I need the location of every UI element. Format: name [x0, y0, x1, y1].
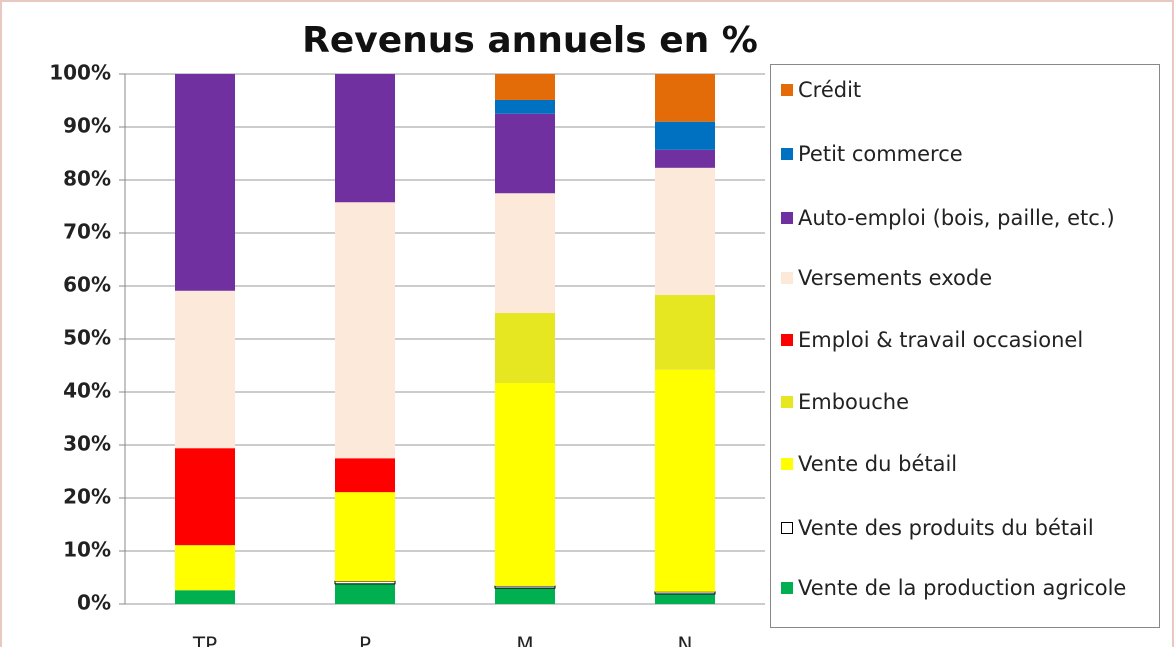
legend-entry: Embouche [779, 387, 1149, 417]
bar-segment [335, 458, 395, 493]
legend-label: Crédit [798, 78, 862, 102]
y-tick-label: 90% [63, 114, 111, 138]
legend-label: Auto-emploi (bois, paille, etc.) [798, 206, 1115, 230]
bar-segment [495, 113, 555, 194]
legend-label: Petit commerce [798, 142, 963, 166]
bar-segment [335, 202, 395, 459]
bar-segment [655, 74, 715, 122]
legend-swatch [781, 212, 793, 224]
y-tick-label: 80% [63, 167, 111, 191]
legend-entry: Vente du bétail [779, 449, 1149, 479]
bar-segment [655, 149, 715, 168]
bar-segment [175, 545, 235, 591]
bar-segment [654, 591, 716, 595]
legend-label: Vente du bétail [798, 452, 958, 476]
legend-swatch [781, 458, 793, 470]
legend-swatch [781, 582, 793, 594]
legend-label: Emploi & travail occasionel [798, 328, 1084, 352]
legend-label: Vente de la production agricole [798, 576, 1127, 600]
bar-segment [175, 590, 235, 604]
y-tick-label: 100% [49, 61, 111, 85]
bar-segment [175, 74, 235, 291]
legend-entry: Crédit [779, 75, 1149, 105]
bar-segment [655, 121, 715, 150]
legend-swatch [781, 334, 793, 346]
legend: Vente de la production agricole Vente des… [770, 64, 1160, 628]
y-tick-label: 10% [63, 538, 111, 562]
y-tick-label: 20% [63, 485, 111, 509]
y-tick-label: 30% [63, 432, 111, 456]
bar-segment [495, 313, 555, 383]
bar-segment [175, 290, 235, 449]
legend-entry: Vente de la production agricole [779, 573, 1149, 603]
bar-segment [495, 382, 555, 586]
y-tick-label: 50% [63, 326, 111, 350]
bar-segment [175, 448, 235, 546]
bar-segment [335, 492, 395, 582]
legend-entry: Auto-emploi (bois, paille, etc.) [779, 203, 1149, 233]
legend-label: Vente des produits du bétail [798, 516, 1094, 540]
legend-entry: Petit commerce [779, 139, 1149, 169]
y-tick-label: 40% [63, 379, 111, 403]
legend-entry: Versements exode [779, 263, 1149, 293]
legend-swatch [781, 396, 793, 408]
bar-segment [655, 167, 715, 296]
legend-swatch [781, 148, 793, 160]
x-tick-label: P [359, 633, 371, 647]
chart-title: Revenus annuels en % [302, 20, 758, 61]
bar-segment [334, 580, 396, 585]
legend-entry: Vente des produits du bétail [779, 513, 1149, 543]
legend-swatch [781, 272, 793, 284]
x-tick-label: M [516, 633, 533, 647]
legend-label: Versements exode [798, 266, 993, 290]
legend-swatch [781, 84, 793, 96]
y-tick-label: 60% [63, 273, 111, 297]
bar-segment [655, 369, 715, 592]
legend-label: Embouche [798, 390, 909, 414]
bar-segment [495, 99, 555, 114]
legend-entry: Emploi & travail occasionel [779, 325, 1149, 355]
y-tick-label: 70% [63, 220, 111, 244]
legend-swatch [781, 522, 793, 534]
bar-segment [655, 593, 715, 604]
x-tick-label: TP [192, 633, 217, 647]
x-tick-label: N [678, 633, 693, 647]
bar-segment [494, 585, 556, 589]
bar-segment [495, 74, 555, 100]
bar-segment [655, 295, 715, 370]
bar-segment [495, 588, 555, 604]
bar-segment [495, 193, 555, 314]
bar-segment [335, 74, 395, 203]
bar-segment [335, 583, 395, 604]
y-tick-label: 0% [77, 591, 111, 615]
